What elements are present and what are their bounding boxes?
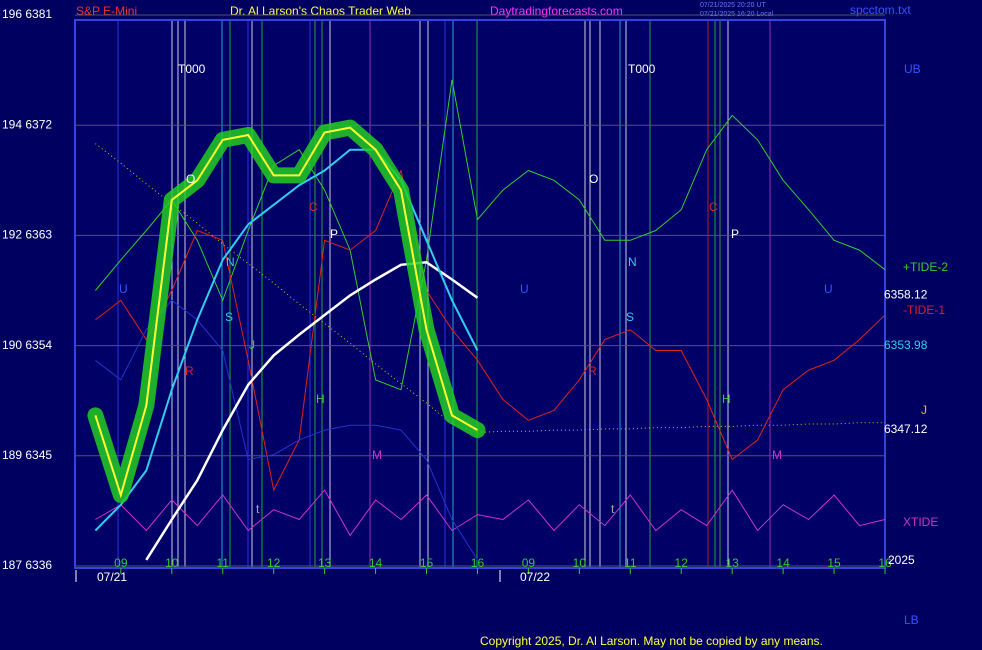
marker-letter: M — [772, 448, 782, 462]
level-value: 6347.12 — [884, 422, 928, 436]
level-value: 6353.98 — [884, 338, 928, 352]
marker-letter: H — [316, 392, 325, 406]
y-tick-label: 194 6372 — [2, 117, 52, 131]
series-label: -TIDE-1 — [903, 303, 945, 317]
timestamp: 07/21/2025 20:20 UT — [700, 2, 766, 9]
x-tick-label: 11 — [217, 556, 230, 570]
y-tick-label: 187 6336 — [2, 558, 52, 572]
marker-letter: U — [119, 282, 128, 296]
edge-label: UB — [904, 62, 921, 76]
series-line — [95, 168, 886, 492]
edge-label: LB — [904, 613, 919, 627]
x-tick-label: 09 — [114, 556, 128, 570]
marker-letter: C — [709, 200, 718, 214]
x-tick-label: 11 — [624, 556, 637, 570]
chart-title: Dr. Al Larson's Chaos Trader Web — [230, 4, 411, 18]
date-label: 07/22 — [520, 570, 550, 584]
file-name: spcctom.txt — [850, 3, 911, 17]
marker-letter: t — [611, 502, 615, 516]
timestamp: 07/21/2025 16:20 Local — [700, 11, 774, 18]
x-tick-label: 15 — [827, 556, 841, 570]
y-tick-label: 189 6345 — [2, 448, 52, 462]
series-line — [94, 148, 479, 532]
y-tick-label: 196 6381 — [2, 7, 52, 21]
marker-letter: T000 — [628, 62, 656, 76]
y-tick-label: 190 6354 — [2, 338, 52, 352]
x-tick-label: 14 — [369, 556, 383, 570]
marker-letter: M — [372, 448, 382, 462]
marker-letter: t — [256, 502, 260, 516]
edge-label: 2025 — [888, 553, 915, 567]
x-tick-label: 12 — [675, 556, 689, 570]
x-tick-label: 13 — [725, 556, 739, 570]
marker-letter: S — [225, 310, 233, 324]
instrument: S&P E-Mini — [76, 4, 137, 18]
copyright: Copyright 2025, Dr. Al Larson. May not b… — [480, 634, 823, 648]
series-label: +TIDE-2 — [903, 260, 948, 274]
marker-letter: N — [628, 255, 637, 269]
x-tick-label: 14 — [776, 556, 790, 570]
marker-letter: P — [330, 227, 338, 241]
x-tick-label: 10 — [573, 556, 587, 570]
x-tick-label: 10 — [165, 556, 179, 570]
date-label: 07/21 — [97, 570, 127, 584]
marker-letter: U — [824, 282, 833, 296]
marker-letter: O — [186, 172, 195, 186]
x-tick-label: 09 — [522, 556, 536, 570]
x-tick-label: 13 — [318, 556, 332, 570]
marker-letter: U — [520, 282, 529, 296]
x-tick-label: 16 — [471, 556, 485, 570]
series-line — [95, 143, 885, 434]
series-line — [94, 126, 478, 499]
marker-letter: O — [589, 172, 598, 186]
x-tick-label: 12 — [267, 556, 281, 570]
series-line — [95, 79, 886, 391]
marker-letter: S — [626, 310, 634, 324]
marker-letter: R — [588, 364, 597, 378]
series-label: XTIDE — [903, 515, 938, 529]
x-tick-label: 15 — [420, 556, 434, 570]
level-value: 6358.12 — [884, 287, 928, 301]
series-label: J — [921, 403, 927, 417]
marker-letter: J — [249, 338, 255, 352]
site: Daytradingforecasts.com — [490, 4, 623, 18]
marker-letter: R — [185, 364, 194, 378]
marker-letter: C — [309, 200, 318, 214]
y-tick-label: 192 6363 — [2, 228, 52, 242]
marker-letter: H — [722, 392, 731, 406]
marker-letter: T000 — [178, 62, 206, 76]
marker-letter: P — [731, 227, 739, 241]
x-tick-label: 16 — [878, 556, 892, 570]
series-line — [95, 489, 886, 537]
plot-frame — [74, 19, 886, 569]
marker-letter: N — [226, 255, 235, 269]
